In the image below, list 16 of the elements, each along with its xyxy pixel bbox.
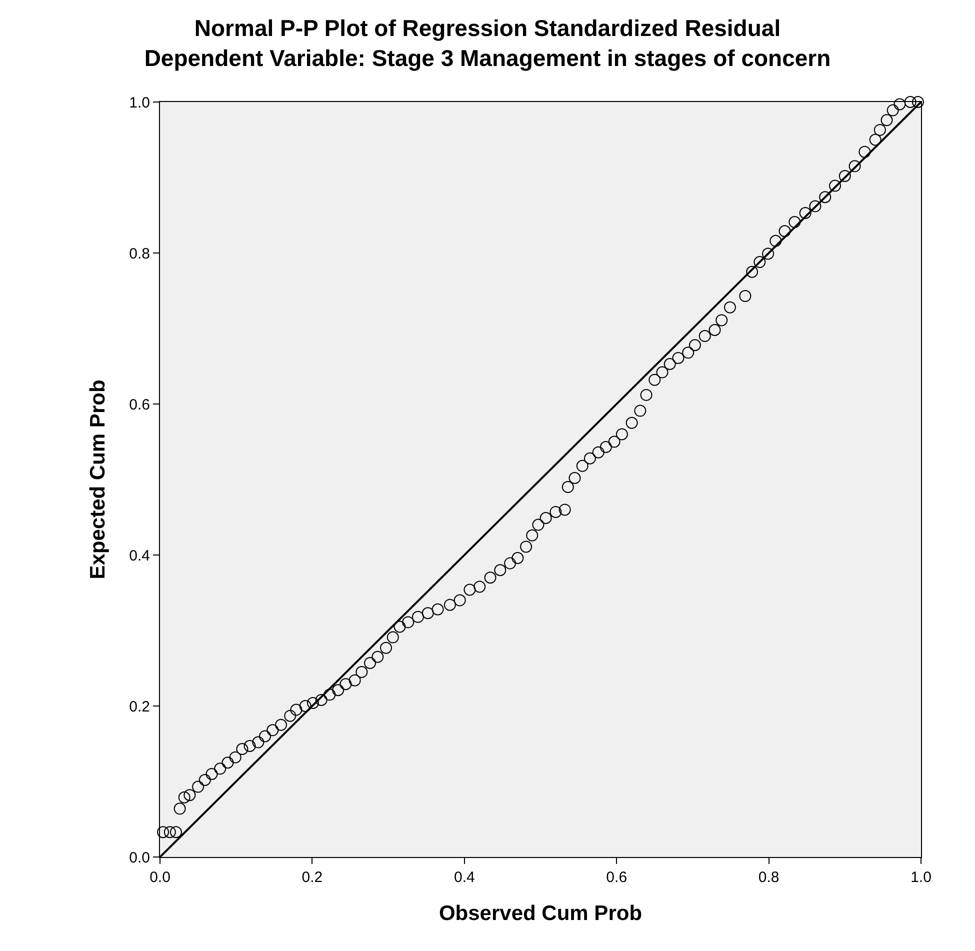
x-tick-label: 0.8 xyxy=(758,869,780,886)
y-tick-label: 0.0 xyxy=(129,849,150,866)
x-tick-label: 0.6 xyxy=(606,869,628,886)
y-tick-label: 1.0 xyxy=(129,94,150,112)
y-tick-label: 0.4 xyxy=(129,547,150,564)
y-tick-label: 0.2 xyxy=(129,698,150,716)
x-tick-label: 0.2 xyxy=(302,869,323,886)
y-tick-label: 0.6 xyxy=(129,396,150,414)
y-axis-title: Expected Cum Prob xyxy=(86,380,110,580)
x-tick-label: 0.4 xyxy=(454,869,475,886)
y-tick-label: 0.8 xyxy=(129,245,150,262)
chart-title: Normal P-P Plot of Regression Standardized Residual xyxy=(194,15,781,42)
x-axis-title: Observed Cum Prob xyxy=(438,902,642,926)
chart-subtitle: Dependent Variable: Stage 3 Management in stages of concern xyxy=(144,45,831,72)
x-tick-label: 1.0 xyxy=(910,869,932,886)
x-tick-label: 0.0 xyxy=(150,869,170,886)
